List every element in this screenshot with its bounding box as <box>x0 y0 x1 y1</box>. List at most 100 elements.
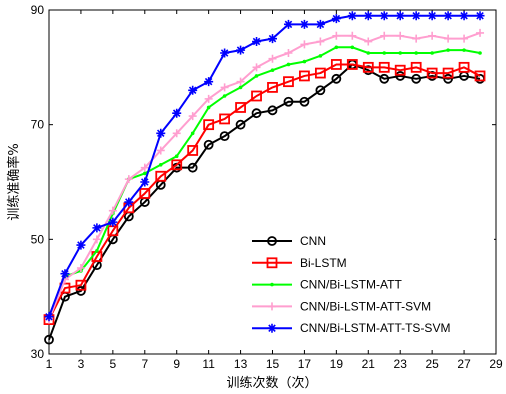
x-tick-label: 11 <box>202 357 215 371</box>
data-point <box>219 131 230 142</box>
data-point <box>478 51 482 55</box>
data-point <box>443 73 454 84</box>
data-point <box>142 171 147 176</box>
data-point <box>476 28 485 37</box>
data-point <box>334 45 339 50</box>
x-tick-label: 7 <box>141 357 148 371</box>
data-point <box>442 67 454 79</box>
data-point <box>394 64 406 76</box>
data-point <box>251 90 262 102</box>
legend-label: CNN/Bi-LSTM-ATT-SVM <box>300 299 431 313</box>
data-point <box>378 61 390 73</box>
data-point <box>379 73 390 84</box>
x-tick-label: 1 <box>46 357 53 371</box>
data-point <box>411 11 421 21</box>
x-tick-label: 19 <box>330 357 344 371</box>
x-tick-label: 17 <box>298 357 312 371</box>
data-point <box>446 48 450 52</box>
series-layer <box>43 11 486 345</box>
data-point <box>204 77 214 87</box>
data-point <box>220 48 230 58</box>
data-point <box>76 264 85 272</box>
data-point <box>124 197 134 207</box>
data-point <box>236 77 245 86</box>
data-point <box>251 108 262 119</box>
data-point <box>236 45 246 55</box>
legend-item: Bi-LSTM <box>252 256 347 270</box>
data-point <box>314 67 326 79</box>
data-point <box>171 159 183 171</box>
data-point <box>410 61 422 73</box>
legend-label: Bi-LSTM <box>300 256 347 270</box>
legend-label: CNN/Bi-LSTM-ATT <box>300 278 402 292</box>
data-point <box>270 68 275 72</box>
data-point <box>267 236 277 246</box>
data-point <box>220 83 229 92</box>
data-point <box>252 37 262 47</box>
data-point <box>252 63 261 72</box>
data-point <box>235 102 246 113</box>
data-point <box>172 108 182 118</box>
data-point <box>203 139 214 150</box>
data-point <box>398 51 403 55</box>
series-1 <box>43 59 486 326</box>
x-axis-label: 训练次数（次） <box>226 375 317 391</box>
data-point <box>156 146 165 155</box>
data-point <box>332 31 341 40</box>
data-point <box>474 70 486 82</box>
data-point <box>222 94 227 98</box>
legend-item: CNN/Bi-LSTM-ATT-SVM <box>252 299 431 313</box>
data-point <box>108 206 117 215</box>
data-point <box>270 282 274 287</box>
data-point <box>76 286 86 296</box>
data-point <box>316 37 325 46</box>
data-point <box>395 71 406 81</box>
data-point <box>124 175 133 184</box>
x-tick-label: 9 <box>173 357 180 371</box>
legend-label: CNN/Bi-LSTM-ATT-TS-SVM <box>300 321 450 335</box>
series-3 <box>45 28 485 324</box>
data-point <box>411 73 422 84</box>
data-point <box>235 119 246 130</box>
x-tick-label: 23 <box>394 357 408 371</box>
data-point <box>299 70 310 82</box>
series-4 <box>44 11 485 322</box>
series-line <box>48 63 481 341</box>
legend-label: CNN <box>300 234 326 248</box>
data-point <box>172 129 181 138</box>
data-point <box>95 249 99 253</box>
data-point <box>238 85 243 90</box>
x-tick-label: 27 <box>457 357 471 371</box>
data-point <box>174 154 179 158</box>
data-point <box>412 34 421 43</box>
data-point <box>426 67 438 79</box>
data-point <box>459 11 469 21</box>
data-point <box>366 51 371 55</box>
y-tick-label: 30 <box>31 347 45 361</box>
data-point <box>60 269 70 279</box>
data-point <box>188 85 198 95</box>
data-point <box>203 119 215 131</box>
data-point <box>187 145 199 156</box>
series-line <box>48 31 481 320</box>
data-point <box>475 11 485 21</box>
data-point <box>330 59 342 70</box>
x-tick-label: 13 <box>234 357 248 371</box>
data-point <box>458 61 470 73</box>
data-point <box>362 61 374 73</box>
series-line <box>48 14 481 318</box>
data-point <box>395 11 405 21</box>
data-point <box>139 188 151 199</box>
x-tick-label: 29 <box>489 357 503 371</box>
data-point <box>331 14 341 24</box>
data-point <box>267 105 278 116</box>
data-point <box>206 105 211 110</box>
data-point <box>346 59 358 70</box>
data-point <box>315 19 325 29</box>
x-tick-label: 5 <box>110 357 117 371</box>
data-point <box>219 113 231 125</box>
data-point <box>187 162 198 173</box>
data-point <box>283 76 294 88</box>
